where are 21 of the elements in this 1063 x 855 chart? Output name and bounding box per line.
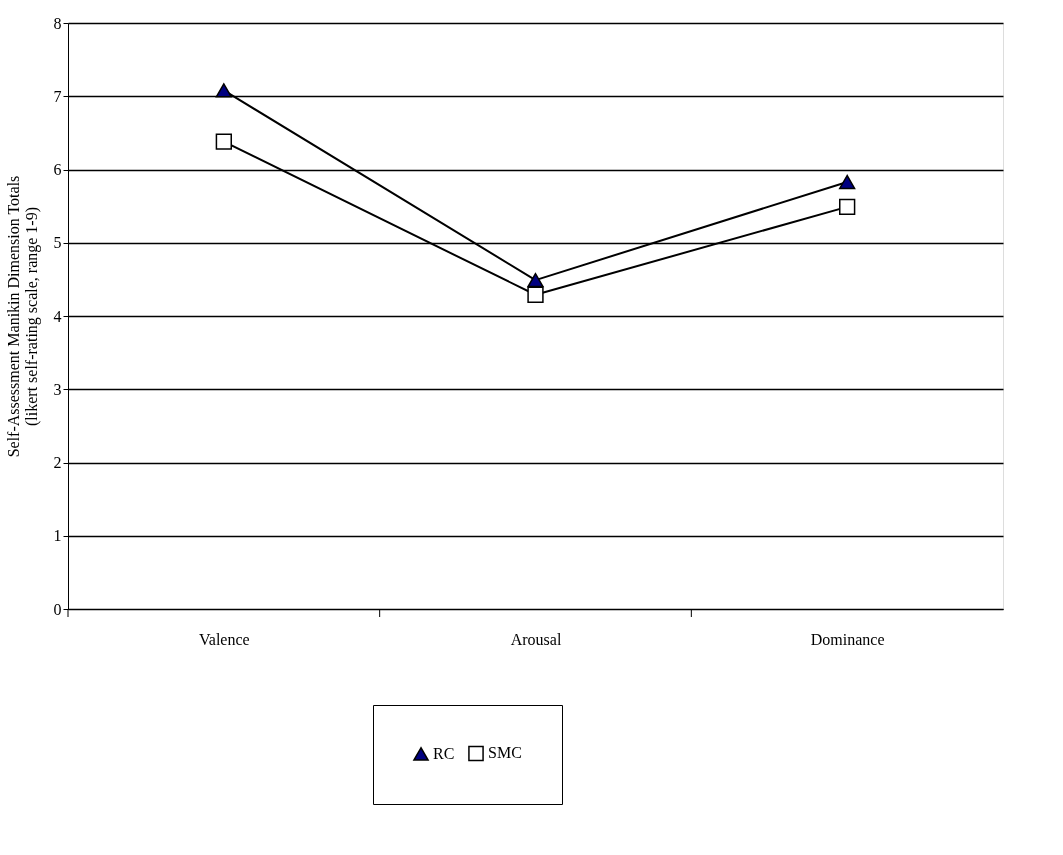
y-tick-label: 1 [53,527,62,545]
legend-label: SMC [488,744,522,762]
legend-label: RC [433,744,455,762]
x-tick-label: Dominance [810,630,885,648]
y-tick-label: 2 [53,454,62,471]
y-tick-label: 7 [53,87,62,105]
point [839,174,856,190]
y-tick-label: 5 [53,234,62,252]
y-tick-label: 4 [53,307,62,325]
point [215,133,232,150]
point [839,198,856,216]
x-tick-label: Arousal [510,630,562,648]
x-tick-label: Valence [199,630,250,648]
y-axis-title: Self-Assessment Manikin Dimension Totals (likert self-rating scale, range 1-9) [4,175,41,458]
y-tick-label: 6 [53,161,62,178]
y-tick-label: 8 [53,14,62,32]
point [527,286,544,303]
y-tick-label: 0 [53,600,62,618]
point [215,83,232,98]
point [527,272,544,288]
y-tick-label: 3 [53,380,62,398]
